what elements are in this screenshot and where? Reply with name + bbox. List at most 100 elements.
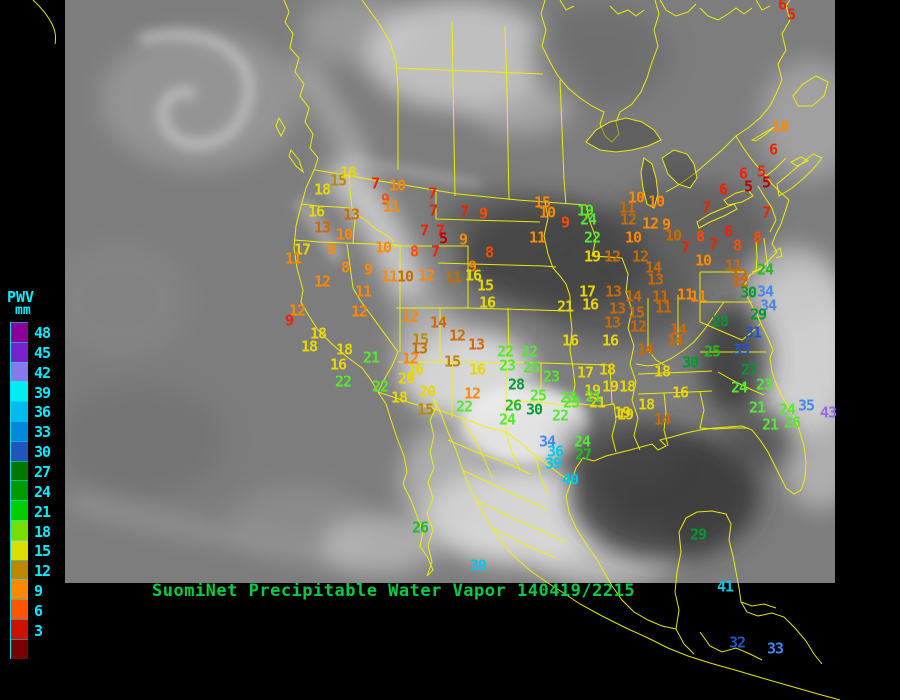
station-value: 5 xyxy=(743,177,753,196)
station-value: 9 xyxy=(467,257,477,276)
lake-michigan xyxy=(640,157,659,209)
station-value: 7 xyxy=(427,184,437,203)
legend-color-block xyxy=(11,440,28,461)
legend-label: 21 xyxy=(34,502,51,521)
station-value: 10 xyxy=(694,251,712,270)
station-value: 16 xyxy=(329,355,347,374)
station-value: 14 xyxy=(624,287,642,306)
station-value: 12 xyxy=(730,266,748,285)
station-value: 34 xyxy=(538,432,556,451)
legend-label: 24 xyxy=(34,482,51,501)
legend-color-block xyxy=(11,618,28,639)
station-value: 5 xyxy=(756,162,766,181)
station-value: 30 xyxy=(681,353,699,372)
station-value: 7 xyxy=(419,221,429,240)
station-value: 24 xyxy=(778,400,796,419)
station-value: 18 xyxy=(335,340,353,359)
legend-color-block xyxy=(11,519,28,540)
station-value: 12 xyxy=(417,266,435,285)
station-value: 22 xyxy=(334,372,352,391)
station-value: 23 xyxy=(755,375,773,394)
mississippi-river xyxy=(621,257,641,451)
lake-erie xyxy=(696,203,738,229)
station-value: 32 xyxy=(728,633,746,652)
station-value: 23 xyxy=(498,356,516,375)
station-value: 7 xyxy=(680,238,690,257)
station-value: 10 xyxy=(624,228,642,247)
station-value: 22 xyxy=(551,406,569,425)
station-value: 11 xyxy=(689,287,707,306)
station-value: 12 xyxy=(350,302,368,321)
legend-color-block xyxy=(11,361,28,382)
station-value: 14 xyxy=(669,320,687,339)
station-value: 13 xyxy=(342,205,360,224)
legend-color-block xyxy=(11,539,28,560)
station-value: 24 xyxy=(573,432,591,451)
station-value: 9 xyxy=(478,204,488,223)
station-value: 7 xyxy=(435,221,445,240)
station-value: 8 xyxy=(732,236,742,255)
station-value: 9 xyxy=(326,240,336,259)
station-value: 13 xyxy=(313,218,331,237)
legend-label: 36 xyxy=(34,403,51,422)
station-value: 11 xyxy=(651,287,669,306)
legend-color-block xyxy=(11,638,28,659)
station-value: 19 xyxy=(613,403,631,422)
station-value: 7 xyxy=(701,198,711,217)
station-value: 8 xyxy=(409,242,419,261)
station-value: 22 xyxy=(496,342,514,361)
station-value: 25 xyxy=(522,358,540,377)
station-value: 10 xyxy=(374,238,392,257)
station-value: 21 xyxy=(584,387,602,406)
station-value: 23 xyxy=(542,367,560,386)
legend-label: 18 xyxy=(34,522,51,541)
st-lawrence xyxy=(665,135,767,193)
legend-unit: mm xyxy=(15,303,31,318)
legend-title: PWV xyxy=(7,288,35,306)
station-value: 8 xyxy=(340,258,350,277)
station-value: 8 xyxy=(695,227,705,246)
legend-colorbar xyxy=(10,322,28,659)
station-value: 12 xyxy=(731,272,749,291)
station-value: 12 xyxy=(401,349,419,368)
lake-superior xyxy=(585,117,662,153)
station-value: 11 xyxy=(528,228,546,247)
lake-ontario xyxy=(723,189,754,206)
station-value: 12 xyxy=(313,272,331,291)
station-value: 15 xyxy=(329,171,347,190)
station-value: 14 xyxy=(666,331,684,350)
station-value: 10 xyxy=(771,117,789,136)
station-value: 9 xyxy=(661,215,671,234)
station-value: 23 xyxy=(559,388,577,407)
station-value: 22 xyxy=(455,397,473,416)
station-value: 16 xyxy=(478,293,496,312)
station-value: 9 xyxy=(458,230,468,249)
station-value: 13 xyxy=(467,335,485,354)
station-value: 9 xyxy=(380,190,390,209)
station-value: 7 xyxy=(430,242,440,261)
station-value: 18 xyxy=(598,360,616,379)
station-value: 15 xyxy=(416,400,434,419)
station-value: 19 xyxy=(576,201,594,220)
legend-label: 12 xyxy=(34,562,51,581)
legend-color-block xyxy=(11,322,28,342)
station-value: 11 xyxy=(654,298,672,317)
station-value: 26 xyxy=(783,413,801,432)
station-value: 9 xyxy=(363,260,373,279)
station-value: 6 xyxy=(768,140,778,159)
station-value: 14 xyxy=(429,313,447,332)
station-value: 7 xyxy=(459,202,469,221)
station-value: 18 xyxy=(313,180,331,199)
station-value: 15 xyxy=(411,330,429,349)
station-value: 15 xyxy=(627,303,645,322)
station-value: 30 xyxy=(525,400,543,419)
legend-label: 3 xyxy=(34,621,43,640)
station-value: 18 xyxy=(637,395,655,414)
station-value: 12 xyxy=(619,210,637,229)
station-value: 24 xyxy=(756,260,774,279)
satellite-cloud-layer xyxy=(65,0,835,583)
station-value: 11 xyxy=(382,197,400,216)
station-value: 14 xyxy=(636,340,654,359)
station-value: 9 xyxy=(284,311,294,330)
